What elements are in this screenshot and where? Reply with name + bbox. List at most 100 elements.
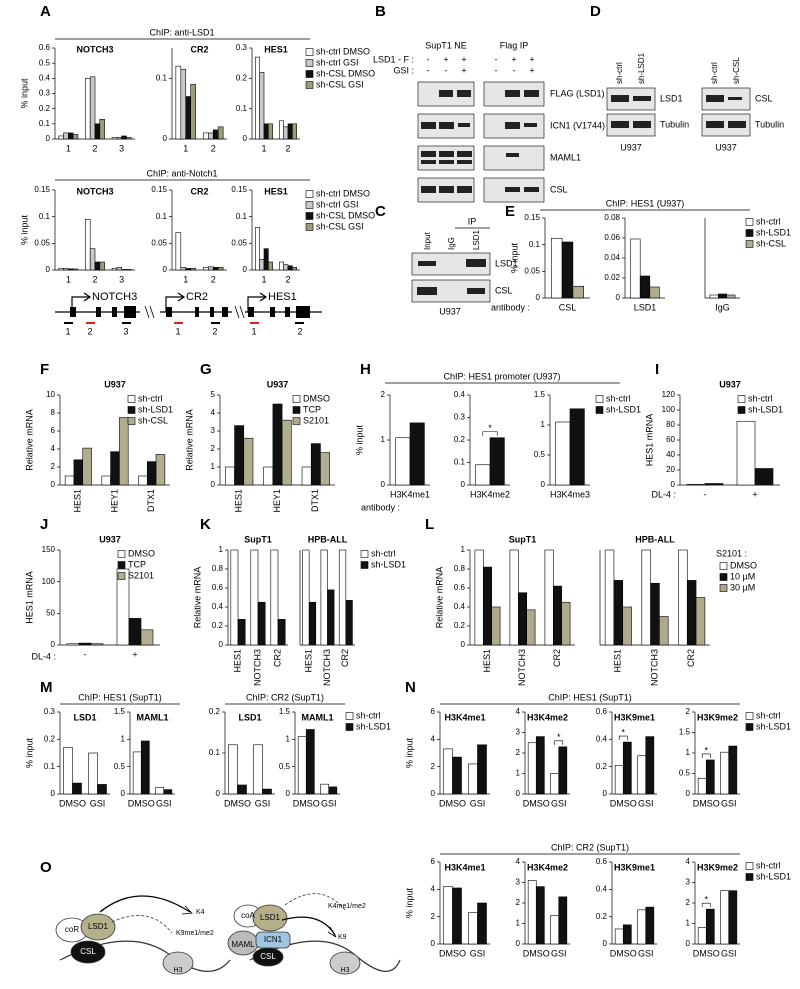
y-tick-label: 0: [46, 265, 51, 274]
chart-title: U937: [267, 379, 289, 389]
panel-label: MAML: [231, 940, 255, 949]
bar: [255, 56, 260, 140]
panel-label: antibody :: [491, 302, 530, 312]
panel-label: Tubulin: [660, 119, 689, 129]
x-tick-label: GSI: [551, 948, 567, 958]
bar: [111, 268, 118, 271]
chart-title: H3K4me1: [444, 862, 485, 872]
x-tick-label: DMSO: [610, 948, 637, 958]
gene-diagram: [55, 292, 322, 324]
x-tick-label: DMSO: [610, 798, 637, 808]
y-tick-label: 1.5: [534, 390, 546, 399]
bar: [527, 880, 537, 945]
legend-label: S2101: [303, 415, 329, 425]
bar: [138, 475, 148, 486]
legend-label: 10 µM: [730, 571, 755, 581]
legend-label: sh-LSD1: [748, 404, 783, 414]
bar: [550, 237, 563, 299]
bar: [128, 618, 142, 646]
y-tick-label: 2: [431, 762, 436, 771]
bar: [287, 123, 293, 140]
chart-title: MAML1: [137, 712, 169, 722]
y-tick-label: 0: [51, 789, 56, 798]
panel-label: ChIP: CR2 (SupT1): [246, 692, 324, 702]
y-tick-label: 2: [686, 898, 691, 907]
y-tick-label: 0: [461, 480, 466, 489]
x-tick-label: -: [704, 489, 707, 499]
chart-title: NOTCH3: [76, 186, 113, 196]
chart-title: HPB-ALL: [635, 534, 675, 544]
y-tick-label: 2: [516, 898, 521, 907]
y-tick-label: 0.6: [596, 857, 608, 866]
y-tick-label: 0: [616, 293, 621, 302]
legend-swatch: [127, 406, 136, 414]
y-tick-label: 0.2: [44, 734, 56, 743]
x-tick-label: DMSO: [693, 798, 720, 808]
y-tick-label: 1: [516, 919, 521, 928]
bar: [97, 784, 107, 795]
legend-label: sh-CSL DMSO: [316, 68, 375, 78]
bar: [649, 286, 660, 299]
y-tick-label: 0.05: [151, 238, 167, 247]
y-tick-label: 0: [603, 939, 608, 948]
y-axis-label: % input: [19, 214, 29, 245]
y-tick-label: 0.05: [231, 238, 247, 247]
bar: [203, 132, 209, 140]
legend-label: sh-ctrl GSI: [316, 199, 359, 209]
legend-label: sh-ctrl: [756, 216, 781, 226]
y-tick-label: 0.2: [596, 912, 608, 921]
y-tick-label: 0.04: [604, 253, 620, 262]
bar: [72, 782, 82, 795]
y-tick-label: 2: [686, 707, 691, 716]
bar: [639, 275, 651, 299]
y-tick-label: 1: [541, 420, 546, 429]
legend-label: sh-ctrl: [138, 393, 163, 403]
bar: [68, 268, 74, 271]
bar: [409, 422, 425, 486]
bar: [89, 76, 96, 140]
bar: [146, 461, 157, 486]
y-tick-label: 0.4: [39, 73, 51, 82]
bar: [263, 123, 269, 140]
y-tick-label: 0: [163, 265, 168, 274]
bar: [99, 118, 105, 140]
y-tick-label: 0.15: [34, 185, 50, 194]
y-tick-label: 120: [662, 390, 676, 399]
panel-label: 2: [212, 326, 217, 336]
panel-letter: D: [590, 3, 601, 20]
panel-label: H3: [341, 967, 350, 974]
panel-label: sh-LSD1: [637, 52, 646, 84]
bar: [527, 742, 537, 795]
chart-title: SupT1: [509, 534, 537, 544]
bar: [697, 778, 707, 795]
chart-title: H3K4me1: [444, 712, 485, 722]
legend-swatch: [345, 723, 354, 731]
legend-swatch: [745, 229, 754, 237]
bar: [234, 425, 245, 486]
y-tick-label: 0.05: [34, 238, 50, 247]
y-tick-label: 0.1: [156, 73, 168, 82]
chart-title: CR2: [190, 186, 208, 196]
y-tick-label: 6: [431, 857, 436, 866]
x-tick-label: GSI: [470, 948, 486, 958]
panel-label: U937: [439, 306, 461, 316]
bar: [255, 227, 260, 271]
bar: [558, 746, 568, 795]
y-axis-label: % input: [354, 424, 364, 455]
panel-label: +: [529, 65, 534, 75]
y-tick-label: 0: [121, 789, 126, 798]
chart-title: SupT1: [244, 534, 272, 544]
legend-swatch: [737, 406, 746, 414]
panel-label: +: [511, 54, 516, 64]
bar: [277, 619, 286, 646]
panel-label: LSD1: [472, 229, 481, 250]
bar: [477, 744, 487, 795]
panel-label: FLAG (LSD1): [550, 88, 605, 98]
bar: [477, 902, 487, 945]
y-tick-label: 0: [51, 480, 56, 489]
y-tick-label: 0.4: [454, 390, 466, 399]
panel-label: -: [427, 54, 430, 64]
y-tick-label: 4: [686, 857, 691, 866]
panel-letter: A: [40, 3, 51, 20]
bar: [338, 549, 347, 646]
